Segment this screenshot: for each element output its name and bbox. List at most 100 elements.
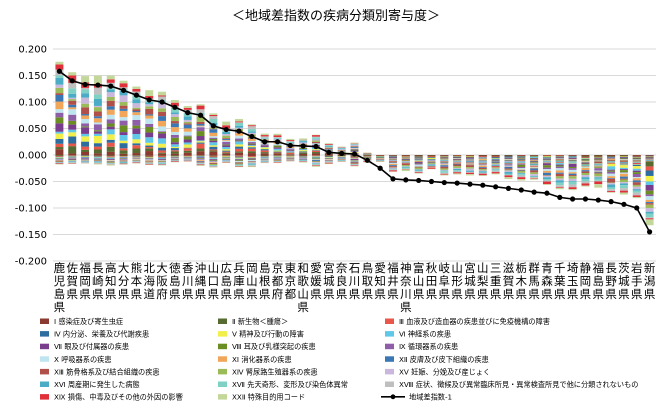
- bar-segment: [158, 111, 167, 117]
- bar-segment: [581, 155, 590, 157]
- bar-segment: [645, 202, 654, 204]
- bar-segment: [607, 155, 616, 157]
- bar-segment: [170, 146, 179, 149]
- bar-segment: [196, 158, 205, 159]
- bar-segment: [581, 171, 590, 173]
- bar-segment: [542, 179, 551, 181]
- bar-segment: [389, 165, 397, 167]
- bar-segment: [530, 175, 539, 177]
- bar-segment: [350, 150, 359, 152]
- bar-segment: [632, 182, 641, 185]
- bar-segment: [119, 161, 128, 163]
- legend-label: ⅩⅨ 損傷、中毒及びその他の外因の影響: [54, 393, 183, 402]
- bar-segment: [55, 87, 64, 94]
- legend-label: ⅩⅤ 妊娠、分娩及び産じょく: [399, 367, 490, 376]
- bar-segment: [645, 160, 654, 162]
- y-tick-label: 0.000: [18, 151, 47, 162]
- bar-segment: [299, 157, 308, 159]
- bar-segment: [260, 155, 269, 156]
- bar-segment: [568, 158, 577, 160]
- bar-segment: [542, 176, 551, 178]
- bar-segment: [68, 88, 77, 94]
- index-point: [544, 190, 550, 196]
- bar-segment: [504, 161, 513, 163]
- bar-segment: [145, 160, 154, 161]
- bar-segment: [247, 166, 256, 168]
- bar-segment: [607, 176, 616, 179]
- index-point: [595, 197, 601, 203]
- bar-segment: [401, 161, 410, 163]
- legend-item: 地域差指数-1: [381, 393, 452, 402]
- index-point: [108, 83, 114, 89]
- bar-segment: [594, 161, 603, 163]
- bar-segment: [235, 146, 244, 149]
- legend-label: Ⅵ 神経系の疾患: [399, 330, 451, 339]
- bar-segment: [183, 136, 192, 140]
- x-tick-label: 群馬県: [528, 261, 540, 301]
- x-tick-label: 愛知県: [374, 261, 386, 301]
- bar-segment: [196, 141, 205, 143]
- bar-segment: [286, 148, 295, 150]
- bar-segment: [581, 175, 590, 178]
- bar-stack: [555, 155, 564, 190]
- bar-segment: [581, 166, 590, 168]
- bar-segment: [183, 150, 192, 153]
- bar-segment: [119, 153, 128, 155]
- bar-segment: [440, 165, 449, 167]
- bar-segment: [145, 156, 154, 158]
- bar-segment: [312, 157, 320, 159]
- bar-segment: [273, 137, 282, 138]
- bar-segment: [183, 121, 192, 124]
- bar-segment: [273, 148, 282, 151]
- bar-segment: [312, 136, 320, 138]
- bar-segment: [81, 160, 90, 161]
- bar-segment: [530, 161, 539, 163]
- bar-segment: [530, 158, 539, 159]
- bar-segment: [170, 157, 179, 158]
- bar-segment: [145, 157, 154, 158]
- bar-segment: [465, 160, 474, 162]
- bar-segment: [286, 150, 295, 152]
- bar-segment: [542, 159, 551, 161]
- bar-segment: [222, 149, 231, 151]
- bar-segment: [645, 199, 654, 203]
- bar-segment: [542, 170, 551, 173]
- bar-stack: [68, 72, 77, 164]
- bar-segment: [55, 149, 64, 155]
- bar-stack: [568, 155, 577, 191]
- bar-segment: [504, 165, 513, 167]
- bar-segment: [453, 159, 462, 161]
- bar-segment: [235, 141, 244, 145]
- bar-segment: [530, 165, 539, 166]
- bar-segment: [555, 158, 564, 159]
- x-tick-label: 岡山県: [246, 261, 258, 301]
- bar-segment: [337, 147, 346, 149]
- bar-segment: [440, 171, 449, 173]
- bar-segment: [68, 157, 77, 159]
- legend-item: ⅩⅡ 皮膚及び皮下組織の疾患: [385, 355, 489, 364]
- bar-segment: [106, 79, 115, 83]
- bar-segment: [106, 156, 115, 157]
- bar-segment: [453, 160, 462, 162]
- bar-segment: [68, 136, 77, 144]
- bar-segment: [106, 75, 115, 80]
- bar-segment: [594, 164, 603, 166]
- bar-segment: [183, 128, 192, 132]
- bar-segment: [401, 162, 410, 164]
- x-tick-label: 新潟県: [644, 261, 656, 301]
- bar-segment: [542, 160, 551, 162]
- bar-segment: [581, 155, 590, 156]
- bar-segment: [312, 135, 320, 137]
- bar-segment: [465, 159, 474, 160]
- x-tick-label: 栃木県: [516, 261, 528, 301]
- bar-segment: [414, 173, 423, 174]
- bar-segment: [414, 166, 423, 168]
- bar-segment: [93, 135, 102, 144]
- legend-marker: [390, 394, 396, 400]
- bar-segment: [619, 188, 628, 191]
- bar-segment: [145, 123, 154, 127]
- bar-segment: [619, 158, 628, 159]
- bar-segment: [594, 163, 603, 165]
- bar-segment: [568, 181, 577, 185]
- legend-label: ⅩⅥ 周産期に発生した病態: [54, 380, 140, 389]
